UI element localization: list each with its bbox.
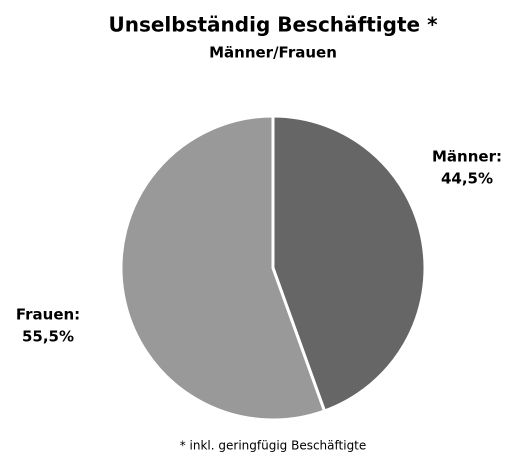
chart-title: Unselbständig Beschäftigte * <box>108 13 438 37</box>
chart-subtitle: Männer/Frauen <box>209 44 337 62</box>
value-label: 55,5% <box>22 328 74 346</box>
value-label: 44,5% <box>441 170 493 188</box>
pie-slice <box>119 114 327 422</box>
pie-slice <box>271 114 427 413</box>
slice-label: Männer: <box>432 148 502 166</box>
footnote: * inkl. geringfügig Beschäftigte <box>180 439 367 453</box>
slice-label: Frauen: <box>16 306 80 324</box>
